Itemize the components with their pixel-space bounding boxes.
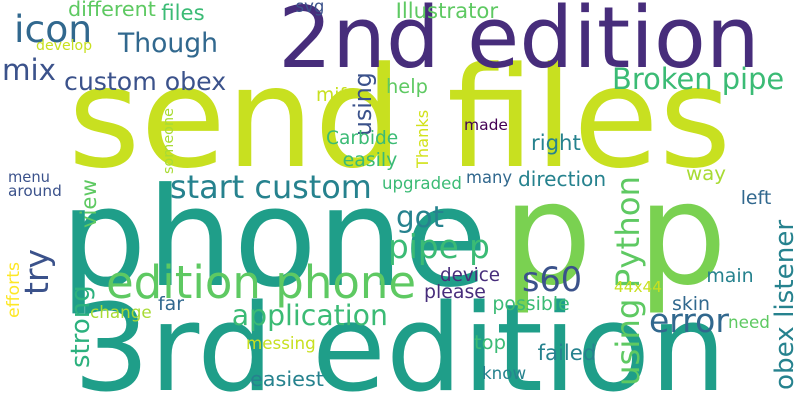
word-obex-listener: obex listener [769,219,800,390]
word-send-files: send files [67,37,732,200]
word-icon: icon [14,7,93,52]
word-possible: possible [492,292,570,315]
word-using: using [349,72,378,136]
word-broken-pipe: Broken pipe [612,61,785,96]
word-menu: menu [8,168,50,186]
word-s60: s60 [522,260,583,300]
word-main: main [706,264,754,287]
word-view: view [76,179,102,229]
word-strong: strong [66,285,96,369]
word-direction: direction [518,167,607,191]
word-way: way [686,162,727,186]
word-top: top [474,331,506,355]
word-3rd-edition: 3rd edition [73,278,727,400]
word-help: help [386,75,428,99]
word-p-p: p p [502,153,728,318]
word-messing: messing [246,332,316,353]
word-svg: svg [295,0,325,16]
word-skin: skin [672,292,711,315]
word-around: around [8,182,62,201]
word-files: files [161,0,205,26]
word-left: left [740,186,772,209]
word-someone: someone [160,108,177,174]
word-phone: phone [60,158,488,318]
word-pipe-p: pipe p [388,227,490,266]
word-need: need [728,311,770,332]
word-thanks: Thanks [412,109,432,168]
word-develop: develop [36,38,93,54]
word-right: right [531,130,581,156]
word-mif: mif [316,84,347,106]
word-please: please [424,280,486,303]
word-change: change [90,301,152,322]
word-got: got [396,200,445,235]
word-try: try [16,249,56,296]
word-though: Though [118,27,218,59]
word-mix: mix [2,53,57,88]
word-error: error [649,300,729,340]
word-easily: easily [342,148,398,171]
word-start-custom: start custom [170,168,372,206]
word-upgraded: upgraded [382,173,462,193]
word-device: device [440,264,501,286]
word-made: made [464,116,508,135]
word-carbide: Carbide [326,127,399,149]
word-easiest: easiest [250,366,324,391]
word-illustrator: Illustrator [395,0,499,24]
word-44x44: 44x44 [614,278,662,297]
word-know: know [482,362,527,383]
word-edition-phone: edition phone [106,255,417,309]
word-failed: failed [537,340,597,366]
word-different: different [68,0,156,21]
word-custom-obex: custom obex [64,67,227,97]
word-efforts: efforts [4,262,25,318]
word-application: application [231,298,388,332]
word-many: many [466,167,513,187]
word-2nd-edition: 2nd edition [278,0,760,88]
word-far: far [158,292,184,315]
